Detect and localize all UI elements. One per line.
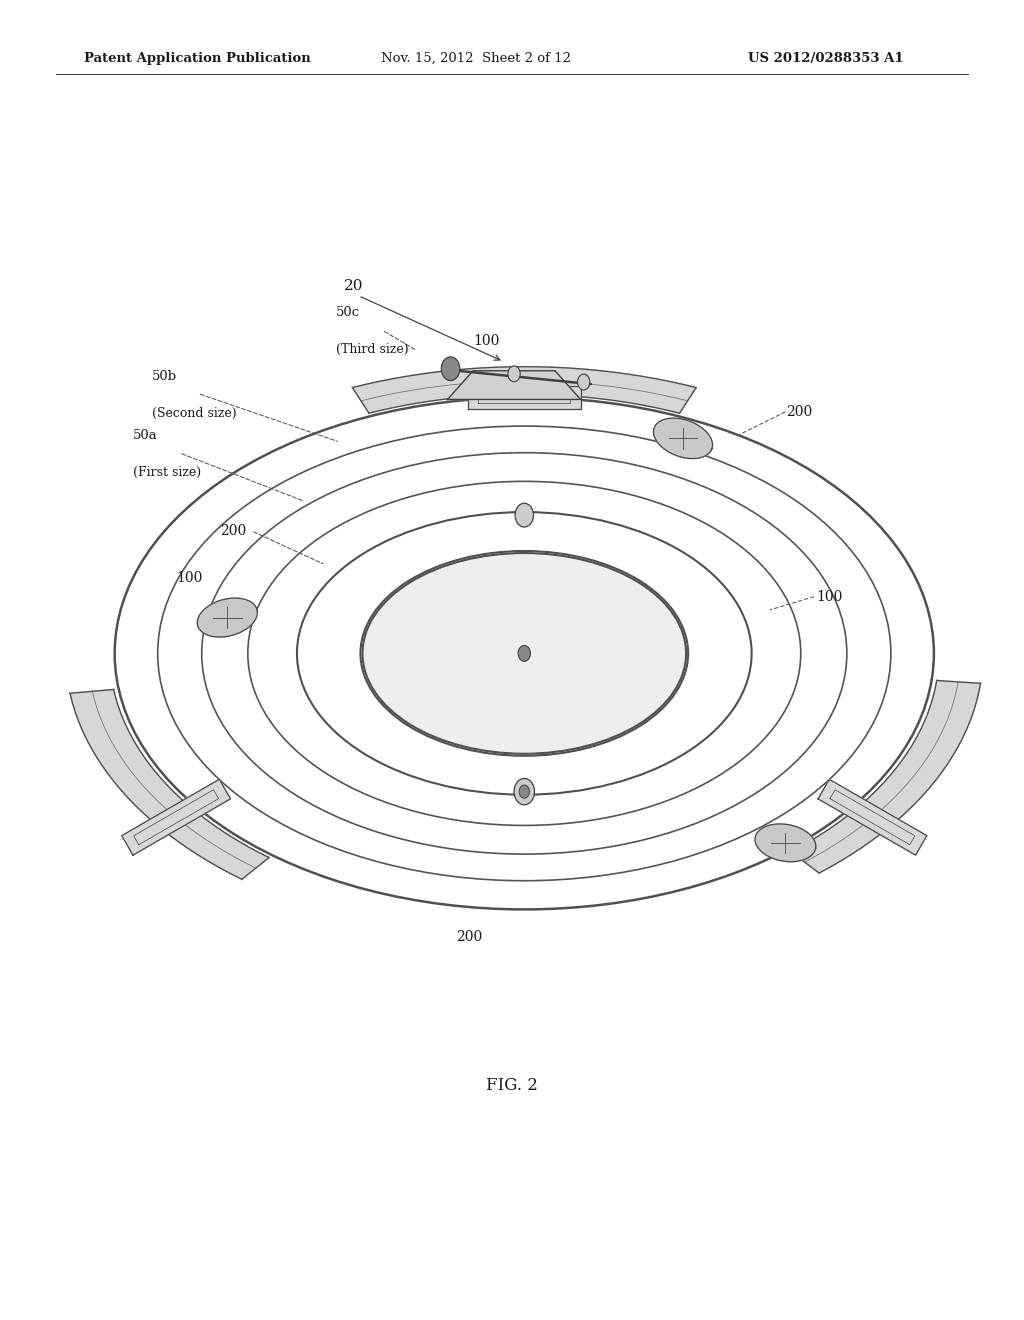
Polygon shape: [447, 371, 581, 400]
Circle shape: [519, 785, 529, 799]
Text: (Second size): (Second size): [152, 407, 237, 420]
Text: Patent Application Publication: Patent Application Publication: [84, 51, 310, 65]
Text: 20: 20: [343, 279, 364, 293]
Text: 200: 200: [220, 524, 247, 537]
Polygon shape: [818, 779, 927, 855]
Polygon shape: [122, 779, 230, 855]
Text: US 2012/0288353 A1: US 2012/0288353 A1: [748, 51, 903, 65]
Ellipse shape: [362, 553, 686, 754]
Polygon shape: [468, 387, 581, 409]
Text: Nov. 15, 2012  Sheet 2 of 12: Nov. 15, 2012 Sheet 2 of 12: [381, 51, 571, 65]
Text: 200: 200: [786, 405, 813, 418]
Circle shape: [518, 645, 530, 661]
Text: 100: 100: [473, 334, 500, 347]
Polygon shape: [791, 681, 981, 873]
Circle shape: [508, 366, 520, 381]
Text: 100: 100: [176, 572, 203, 585]
Text: 100: 100: [816, 590, 843, 603]
Polygon shape: [352, 367, 696, 413]
Circle shape: [578, 374, 590, 389]
Text: (First size): (First size): [133, 466, 202, 479]
Circle shape: [514, 779, 535, 805]
Text: (Third size): (Third size): [336, 343, 409, 356]
Polygon shape: [198, 598, 257, 638]
Polygon shape: [70, 689, 269, 879]
Circle shape: [515, 503, 534, 527]
Polygon shape: [653, 418, 713, 458]
Text: 50a: 50a: [133, 429, 158, 442]
Text: 50b: 50b: [152, 370, 177, 383]
Text: 200: 200: [456, 931, 482, 944]
Circle shape: [441, 356, 460, 380]
Polygon shape: [755, 824, 816, 862]
Text: 50c: 50c: [336, 306, 360, 319]
Text: FIG. 2: FIG. 2: [486, 1077, 538, 1093]
